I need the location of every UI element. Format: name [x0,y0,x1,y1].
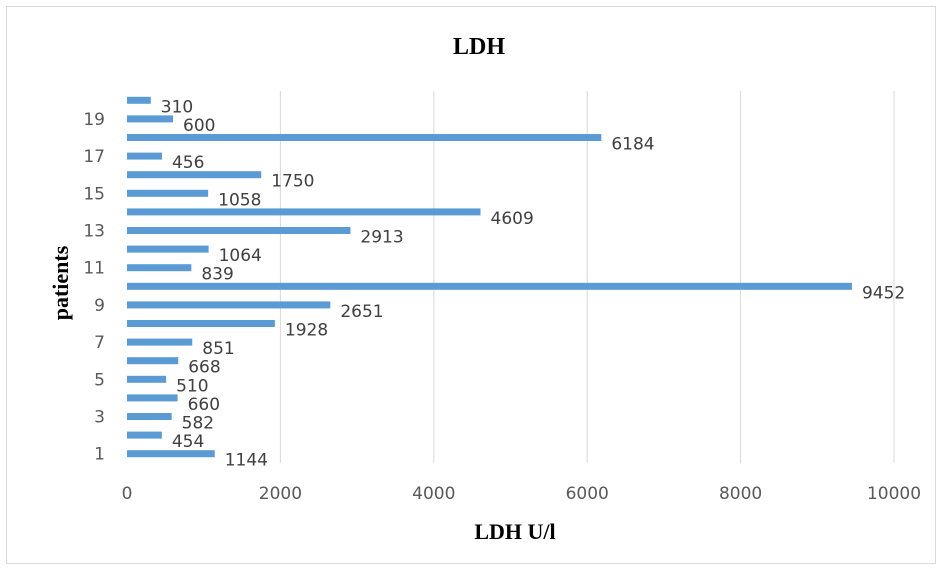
data-label-patient-16: 1750 [271,172,314,192]
data-label-patient-17: 456 [172,153,204,173]
y-tick-label: 5 [94,370,105,390]
bar-patient-2 [127,431,162,439]
y-tick-label: 15 [83,184,105,204]
chart-title: LDH [453,34,505,60]
bar-patient-15 [127,189,209,197]
y-tick-label: 1 [94,445,105,465]
x-tick-label: 6000 [566,484,609,504]
bar-patient-18 [127,134,602,141]
data-label-patient-11: 839 [201,265,233,285]
bar-patient-20 [127,96,151,104]
gridlines [279,91,895,463]
data-label-patient-4: 660 [188,395,220,415]
data-label-patient-13: 2913 [360,228,403,248]
bar-patient-13 [127,227,351,234]
bar-patient-6 [127,357,179,365]
data-label-patient-20: 310 [161,97,193,117]
x-axis-title: LDH U/l [474,519,555,544]
bar-patient-8 [127,320,275,327]
bar-patient-1 [127,450,215,458]
bar-patient-7 [127,338,193,346]
data-label-patient-2: 454 [172,432,204,452]
data-label-patient-3: 582 [182,414,214,434]
bar-patient-11 [127,264,192,272]
bar-patient-4 [127,394,178,402]
bar-patient-14 [127,208,481,216]
bars [127,96,852,458]
bar-patient-12 [127,245,209,253]
y-axis-title: patients [48,245,73,320]
y-tick-label: 3 [94,408,105,428]
data-label-patient-10: 9452 [862,283,905,303]
data-label-patient-19: 600 [183,116,215,136]
bar-patient-17 [127,152,162,160]
data-label-patient-15: 1058 [218,190,261,210]
bar-patient-10 [127,282,852,290]
data-label-patient-1: 1144 [225,451,268,471]
bar-patient-19 [127,115,174,123]
x-axis-ticks: 0 2000 4000 6000 8000 10000 [122,484,921,504]
y-tick-label: 9 [94,296,105,316]
ldh-bar-chart: LDH 114445458266051066885119282651945283… [48,34,921,544]
y-tick-label: 7 [94,333,105,353]
data-label-patient-18: 6184 [611,135,654,155]
bar-patient-3 [127,413,172,420]
data-label-patient-9: 2651 [340,302,383,322]
chart-frame: LDH 1144 454 582 660 510 668 851 1928 2651 9452 83… [6,6,936,564]
y-tick-label: 17 [83,147,105,167]
bar-patient-9 [127,301,331,309]
x-tick-label: 4000 [412,484,455,504]
bar-patient-16 [127,171,262,179]
x-tick-label: 0 [122,484,133,504]
bar-patient-5 [127,375,167,383]
data-label-patient-12: 1064 [219,246,262,266]
x-tick-label: 2000 [259,484,302,504]
x-tick-label: 10000 [867,484,921,504]
data-label-patient-14: 4609 [491,209,534,229]
y-tick-label: 11 [83,259,105,279]
x-tick-label: 8000 [719,484,762,504]
data-label-patient-5: 510 [176,376,208,396]
data-label-patient-8: 1928 [285,321,328,341]
y-tick-label: 19 [83,110,105,130]
data-label-patient-6: 668 [188,358,220,378]
data-label-patient-7: 851 [202,339,234,359]
y-tick-label: 13 [83,222,105,242]
